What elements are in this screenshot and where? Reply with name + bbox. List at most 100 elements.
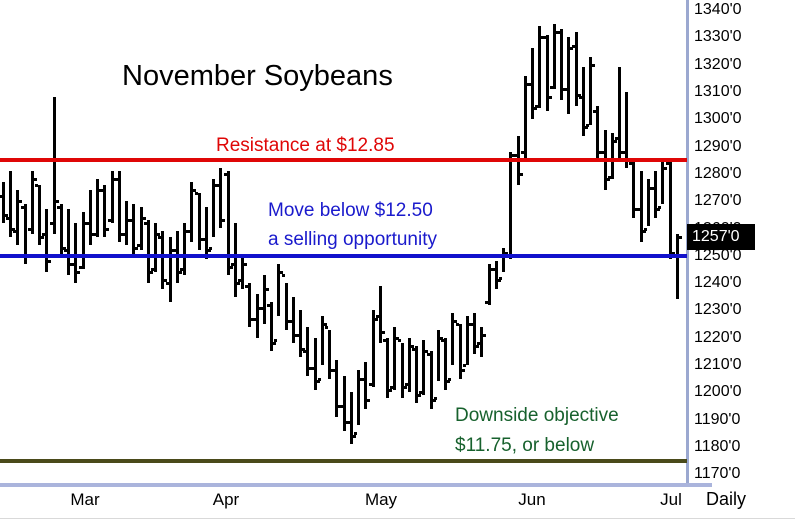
ohlc-bar: [241, 255, 245, 289]
open-tick: [419, 391, 423, 395]
ohlc-bar: [30, 171, 34, 234]
ohlc-bar: [632, 157, 636, 218]
open-tick: [557, 30, 561, 34]
price-tick-label: 1230'0: [694, 301, 742, 319]
open-tick: [71, 262, 75, 266]
ohlc-bar: [183, 223, 187, 275]
ohlc-bar: [422, 340, 426, 396]
ohlc-bar: [357, 370, 361, 426]
ohlc-bar: [284, 283, 288, 330]
open-tick: [470, 323, 474, 327]
open-tick: [375, 314, 379, 318]
ohlc-bar: [161, 231, 165, 289]
close-tick: [149, 271, 153, 275]
ohlc-bar: [313, 337, 317, 390]
close-tick: [265, 287, 269, 291]
open-tick: [629, 161, 633, 165]
ohlc-bar: [88, 190, 92, 245]
open-tick: [107, 219, 111, 223]
ohlc-bar: [103, 184, 107, 237]
close-tick: [657, 208, 661, 212]
ohlc-bar: [502, 247, 506, 273]
open-tick: [223, 172, 227, 176]
price-tick-label: 1330'0: [694, 28, 742, 46]
open-tick: [281, 273, 285, 277]
open-tick: [42, 232, 46, 236]
ohlc-bar: [617, 67, 621, 161]
open-tick: [455, 323, 459, 327]
open-tick: [549, 85, 553, 89]
open-tick: [499, 276, 503, 280]
open-tick: [20, 205, 24, 209]
ohlc-bar: [646, 179, 650, 226]
ohlc-bar: [639, 171, 643, 243]
open-tick: [614, 137, 618, 141]
open-tick: [122, 232, 126, 236]
ohlc-bar: [255, 294, 259, 338]
ohlc-bar: [306, 326, 310, 376]
close-tick: [570, 47, 574, 51]
open-tick: [520, 151, 524, 155]
ohlc-bar: [523, 75, 527, 158]
open-tick: [354, 432, 358, 436]
open-tick: [114, 178, 118, 182]
ohlc-bar: [16, 190, 20, 245]
ohlc-bar: [277, 263, 281, 316]
ohlc-bar: [154, 223, 158, 273]
close-tick: [519, 172, 523, 176]
ohlc-bar: [538, 26, 542, 109]
ohlc-bar: [81, 212, 85, 270]
ohlc-bar: [59, 203, 63, 256]
open-tick: [665, 161, 669, 165]
open-tick: [564, 88, 568, 92]
price-tick-label: 1340'0: [694, 1, 742, 19]
price-tick-label: 1280'0: [694, 164, 742, 182]
close-tick: [389, 388, 393, 392]
close-tick: [613, 140, 617, 144]
close-tick: [41, 235, 45, 239]
price-tick-label: 1220'0: [694, 328, 742, 346]
ohlc-bar: [168, 236, 172, 303]
close-tick: [584, 126, 588, 130]
open-tick: [216, 183, 220, 187]
ohlc-bar: [480, 326, 484, 357]
ohlc-bar: [146, 220, 150, 284]
price-tick-label: 1270'0: [694, 192, 742, 210]
open-tick: [643, 227, 647, 231]
objective-annotation-line2: $11.75, or below: [455, 435, 595, 456]
close-tick: [273, 342, 277, 346]
close-tick: [396, 336, 400, 340]
open-tick: [390, 385, 394, 389]
ohlc-bar: [487, 263, 491, 305]
open-tick: [274, 339, 278, 343]
ohlc-bar: [139, 206, 143, 251]
ohlc-bar: [581, 67, 585, 136]
ohlc-bar: [364, 362, 368, 409]
open-tick: [332, 369, 336, 373]
ohlc-bar: [226, 171, 230, 275]
price-tick-label: 1300'0: [694, 110, 742, 128]
ohlc-bar: [262, 274, 266, 325]
close-tick: [432, 399, 436, 403]
close-tick: [5, 213, 8, 217]
open-tick: [194, 192, 198, 195]
open-tick: [484, 301, 488, 305]
open-tick: [238, 279, 242, 283]
close-tick: [142, 216, 146, 220]
ohlc-bar: [386, 337, 390, 398]
close-tick: [548, 96, 552, 100]
open-tick: [136, 243, 140, 247]
open-tick: [100, 189, 104, 193]
last-price-badge: 1257'0: [687, 223, 755, 250]
close-tick: [476, 344, 480, 348]
open-tick: [433, 396, 437, 400]
ohlc-bar: [349, 392, 353, 445]
open-tick: [267, 303, 271, 307]
ohlc-bar: [415, 345, 419, 404]
open-tick: [542, 36, 546, 40]
open-tick: [513, 153, 517, 157]
open-tick: [477, 342, 481, 346]
open-tick: [586, 123, 589, 127]
open-tick: [296, 333, 300, 337]
open-tick: [187, 230, 191, 234]
